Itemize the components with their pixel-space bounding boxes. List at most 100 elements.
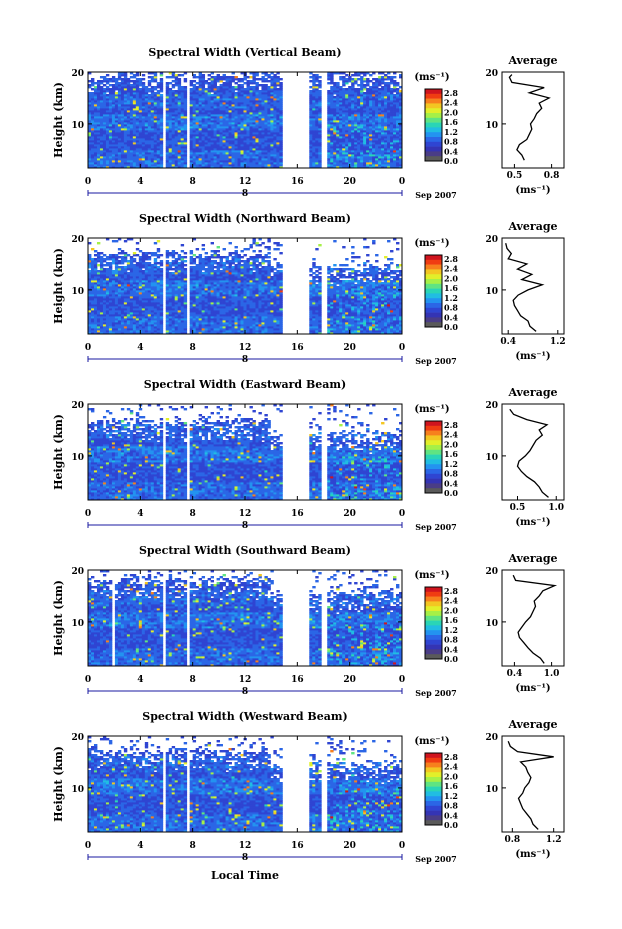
x-tick-label: 0	[85, 177, 91, 187]
heatmap-cell	[142, 82, 145, 84]
colorbar-tick-label: 2.0	[444, 107, 458, 117]
colorbar-tick-label: 0.0	[444, 156, 458, 166]
heatmap-cell	[118, 260, 121, 262]
heatmap-cell	[100, 256, 103, 258]
avg-x-axis-label: (ms⁻¹)	[515, 185, 550, 196]
heatmap-cell	[255, 78, 258, 80]
heatmap-cell	[148, 88, 151, 90]
heatmap-cell	[378, 76, 381, 78]
heatmap-cell	[139, 78, 142, 80]
heatmap-cell	[97, 252, 100, 254]
heatmap-cell	[190, 88, 193, 90]
heatmap-cell	[369, 86, 372, 88]
heatmap-cell	[351, 78, 354, 80]
heatmap-cell	[333, 82, 336, 84]
heatmap-cell	[348, 86, 351, 88]
heatmap-cell	[94, 82, 97, 84]
x-tick-label: 8	[190, 177, 196, 187]
heatmap-cell	[220, 84, 223, 86]
heatmap-cell	[357, 78, 360, 80]
heatmap-cell	[112, 76, 115, 78]
heatmap-cell	[241, 78, 244, 80]
colorbar-tick-label: 0.4	[444, 146, 458, 156]
heatmap-cell	[178, 74, 181, 76]
heatmap-cell	[148, 76, 151, 78]
heatmap-cell	[118, 248, 121, 250]
heatmap-cell	[208, 78, 211, 80]
heatmap-cells	[88, 72, 402, 168]
heatmap-cell	[396, 82, 399, 84]
heatmap-cell	[130, 76, 133, 78]
heatmap-cell	[94, 258, 97, 260]
heatmap-cell	[330, 86, 333, 88]
colorbar-tick-label: 0.8	[444, 137, 458, 147]
avg-x-tick-label: 0.8	[544, 171, 560, 181]
heatmap-cell	[103, 76, 106, 78]
heatmap-cell	[109, 78, 112, 80]
heatmap-cell	[261, 76, 264, 78]
heatmap-cell	[264, 78, 267, 80]
heatmap-cell	[118, 256, 121, 258]
heatmap-cell	[133, 252, 136, 254]
average-title: Average	[507, 54, 557, 67]
heatmap-cell	[238, 84, 241, 86]
heatmap-cell	[232, 76, 235, 78]
date-label: Sep 2007	[415, 190, 457, 200]
heatmap-cell	[169, 88, 172, 90]
heatmap-cell	[238, 78, 241, 80]
heatmap-cell	[363, 84, 366, 86]
colorbar-band	[425, 113, 442, 118]
heatmap-cell	[88, 80, 91, 82]
heatmap-cell	[279, 82, 282, 84]
heatmap-cell	[384, 74, 387, 76]
heatmap-cell	[109, 84, 112, 86]
heatmap-cell	[193, 84, 196, 86]
heatmap-cell	[366, 78, 369, 80]
heatmap-cell	[267, 80, 270, 82]
heatmap-cell	[208, 74, 211, 76]
heatmap-cell	[112, 254, 115, 256]
heatmap-cell	[184, 86, 187, 88]
heatmap-cell	[369, 74, 372, 76]
heatmap-cell	[217, 86, 220, 88]
heatmap-cell	[124, 240, 127, 242]
x-tick-label: 20	[343, 177, 356, 187]
heatmap-cell	[136, 262, 139, 264]
heatmap-cell	[100, 252, 103, 254]
heatmap-cell	[255, 82, 258, 84]
heatmap-cell	[109, 262, 112, 264]
heatmap-cell	[121, 266, 124, 268]
heatmap-cell	[267, 86, 270, 88]
heatmap-cell	[166, 76, 169, 78]
heatmap-cell	[127, 260, 130, 262]
heatmap-cell	[205, 80, 208, 82]
colorbar-band	[425, 94, 442, 99]
heatmap-cell	[229, 76, 232, 78]
colorbar-tick-label: 2.8	[444, 88, 458, 98]
heatmap-cell	[369, 80, 372, 82]
colorbar-band	[425, 89, 442, 94]
heatmap-cell	[118, 252, 121, 254]
heatmap-cell	[342, 76, 345, 78]
heatmap-cell	[148, 80, 151, 82]
heatmap-cell	[142, 270, 145, 272]
heatmap-cell	[175, 90, 178, 92]
heatmap-cell	[130, 84, 133, 86]
heatmap-cell	[396, 88, 399, 90]
heatmap-cell	[223, 82, 226, 84]
heatmap-cell	[154, 86, 157, 88]
heatmap-cell	[318, 76, 321, 78]
heatmap-cell	[345, 74, 348, 76]
heatmap-cell	[88, 84, 91, 86]
heatmap-cell	[241, 84, 244, 86]
heatmap-cell	[339, 86, 342, 88]
heatmap-cell	[97, 270, 100, 272]
x-tick-label: 0	[399, 177, 405, 187]
heatmap-cell	[157, 82, 160, 84]
panel-title: Spectral Width (Northward Beam)	[139, 212, 351, 225]
heatmap-cell	[208, 82, 211, 84]
heatmap-cell	[348, 76, 351, 78]
heatmap-cell	[115, 92, 118, 94]
heatmap-cell	[160, 78, 163, 80]
heatmap-cell	[384, 82, 387, 84]
